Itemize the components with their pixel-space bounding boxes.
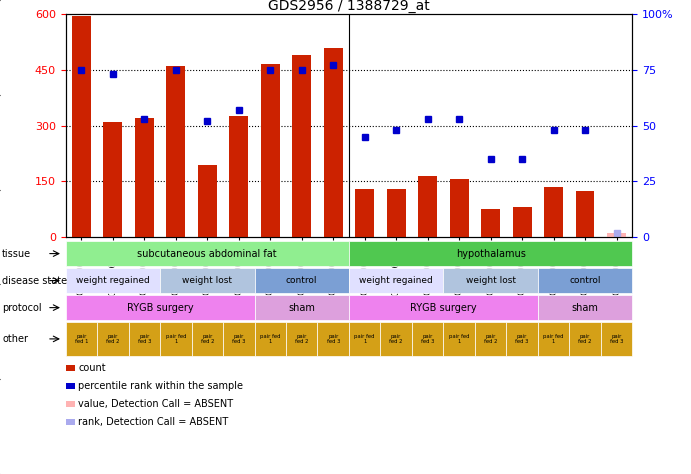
Text: pair fed
1: pair fed 1 <box>543 334 564 344</box>
Text: pair
fed 2: pair fed 2 <box>390 334 403 344</box>
Text: hypothalamus: hypothalamus <box>455 248 526 259</box>
Bar <box>387 189 406 237</box>
Bar <box>135 118 154 237</box>
Text: weight lost: weight lost <box>182 276 232 285</box>
Text: rank, Detection Call = ABSENT: rank, Detection Call = ABSENT <box>78 417 228 427</box>
Text: RYGB surgery: RYGB surgery <box>126 302 193 313</box>
Text: subcutaneous abdominal fat: subcutaneous abdominal fat <box>138 248 277 259</box>
Bar <box>576 191 594 237</box>
Text: pair
fed 3: pair fed 3 <box>232 334 245 344</box>
Bar <box>261 64 280 237</box>
Bar <box>355 189 374 237</box>
Bar <box>450 180 468 237</box>
Text: other: other <box>2 334 28 344</box>
Text: pair
fed 2: pair fed 2 <box>578 334 591 344</box>
Text: pair
fed 2: pair fed 2 <box>484 334 498 344</box>
Text: pair fed
1: pair fed 1 <box>449 334 469 344</box>
Text: pair
fed 3: pair fed 3 <box>515 334 529 344</box>
Text: pair
fed 2: pair fed 2 <box>295 334 308 344</box>
Text: pair
fed 2: pair fed 2 <box>200 334 214 344</box>
Bar <box>513 207 531 237</box>
Bar <box>544 187 563 237</box>
Bar <box>104 122 122 237</box>
Text: value, Detection Call = ABSENT: value, Detection Call = ABSENT <box>78 399 233 409</box>
Text: pair fed
1: pair fed 1 <box>166 334 186 344</box>
Text: tissue: tissue <box>2 248 31 259</box>
Bar <box>72 16 91 237</box>
Text: protocol: protocol <box>2 302 41 313</box>
Text: pair
fed 3: pair fed 3 <box>327 334 340 344</box>
Bar <box>324 48 343 237</box>
Text: pair
fed 1: pair fed 1 <box>75 334 88 344</box>
Text: pair fed
1: pair fed 1 <box>354 334 375 344</box>
Text: pair
fed 3: pair fed 3 <box>421 334 435 344</box>
Text: control: control <box>569 276 600 285</box>
Text: weight regained: weight regained <box>76 276 150 285</box>
Bar <box>418 176 437 237</box>
Title: GDS2956 / 1388729_at: GDS2956 / 1388729_at <box>268 0 430 13</box>
Bar <box>198 164 217 237</box>
Text: weight regained: weight regained <box>359 276 433 285</box>
Text: percentile rank within the sample: percentile rank within the sample <box>78 381 243 391</box>
Text: count: count <box>78 363 106 373</box>
Text: pair
fed 2: pair fed 2 <box>106 334 120 344</box>
Text: pair fed
1: pair fed 1 <box>260 334 281 344</box>
Text: pair
fed 3: pair fed 3 <box>138 334 151 344</box>
Bar <box>607 233 626 237</box>
Text: sham: sham <box>288 302 315 313</box>
Text: sham: sham <box>571 302 598 313</box>
Text: disease state: disease state <box>2 275 67 286</box>
Bar <box>167 66 185 237</box>
Bar <box>481 209 500 237</box>
Bar <box>229 116 248 237</box>
Text: weight lost: weight lost <box>466 276 515 285</box>
Text: RYGB surgery: RYGB surgery <box>410 302 477 313</box>
Text: control: control <box>286 276 317 285</box>
Bar <box>292 55 311 237</box>
Text: pair
fed 3: pair fed 3 <box>610 334 623 344</box>
